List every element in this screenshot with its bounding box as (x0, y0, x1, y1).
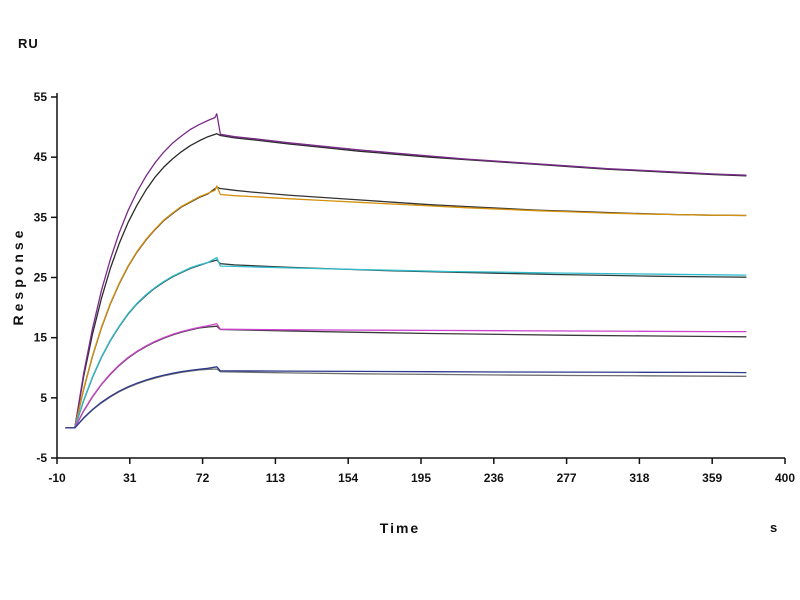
x-axis-unit-label: s (770, 520, 778, 535)
series-trace-3-fit (65, 259, 747, 429)
series-trace-4-fit (65, 325, 747, 429)
x-tick-label: 72 (196, 471, 210, 485)
series-trace-4-measured (65, 323, 747, 429)
series-trace-1-fit (65, 133, 747, 429)
y-tick-label: 45 (34, 150, 48, 164)
x-tick-label: -10 (48, 471, 66, 485)
x-tick-label: 236 (484, 471, 504, 485)
series-trace-1-measured (65, 113, 747, 429)
y-tick-label: 55 (34, 90, 48, 104)
x-tick-label: 277 (557, 471, 577, 485)
x-axis-title: Time (379, 520, 421, 536)
x-tick-label: 31 (123, 471, 137, 485)
series-trace-2-fit (65, 186, 747, 429)
y-tick-label: 5 (40, 391, 47, 405)
series-trace-2-measured (65, 185, 747, 429)
x-tick-label: 154 (338, 471, 358, 485)
x-tick-label: 113 (266, 471, 286, 485)
x-tick-label: 318 (629, 471, 649, 485)
y-tick-label: 35 (34, 210, 48, 224)
series-trace-3-measured (65, 256, 747, 429)
x-tick-label: 195 (411, 471, 431, 485)
y-tick-label: 25 (34, 271, 48, 285)
x-tick-label: 359 (702, 471, 722, 485)
y-axis-title: Response (10, 226, 26, 326)
series-trace-5-fit (65, 368, 747, 429)
y-tick-label: -5 (36, 451, 47, 465)
series-trace-5-measured (65, 366, 747, 429)
y-axis-unit-label: RU (18, 36, 39, 51)
y-tick-label: 15 (34, 331, 48, 345)
x-tick-label: 400 (775, 471, 795, 485)
